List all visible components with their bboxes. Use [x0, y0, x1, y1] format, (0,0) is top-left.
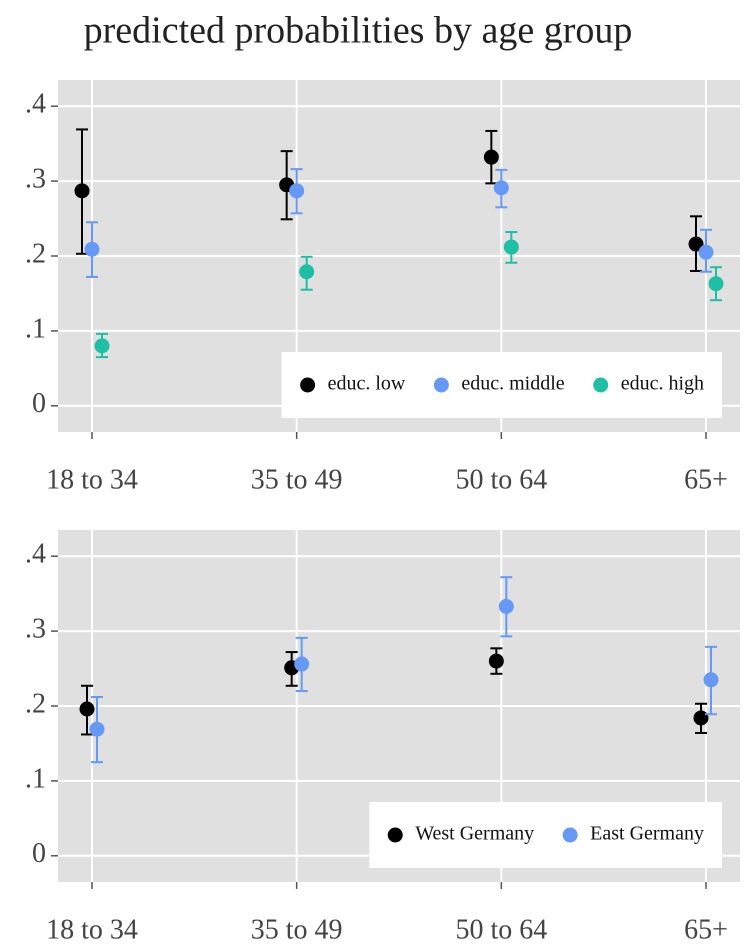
legend-label: educ. low	[328, 373, 406, 395]
point	[693, 710, 709, 726]
x-tick-label: 65+	[684, 914, 728, 945]
y-tick-label: 0	[32, 388, 46, 419]
point	[503, 239, 519, 255]
y-tick-label: .2	[25, 238, 46, 269]
y-tick-label: .1	[25, 313, 46, 344]
point	[74, 183, 90, 199]
x-tick-label: 50 to 64	[455, 464, 547, 495]
point	[493, 180, 509, 196]
point	[94, 338, 110, 354]
y-tick-label: 0	[32, 838, 46, 869]
point	[488, 653, 504, 669]
point	[688, 236, 704, 252]
point	[703, 672, 719, 688]
point	[498, 598, 514, 614]
point	[299, 264, 315, 280]
legend-marker	[387, 827, 403, 843]
legend-marker	[562, 827, 578, 843]
y-tick-label: .3	[25, 164, 46, 195]
legend-box	[281, 352, 722, 418]
y-tick-label: .4	[25, 89, 46, 120]
y-tick-label: .1	[25, 763, 46, 794]
x-tick-label: 35 to 49	[251, 464, 343, 495]
x-tick-label: 50 to 64	[455, 914, 547, 945]
legend-label: educ. middle	[461, 373, 564, 395]
figure-title: predicted probabilities by age group	[84, 10, 633, 52]
y-tick-label: .4	[25, 539, 46, 570]
x-tick-label: 65+	[684, 464, 728, 495]
legend-marker	[433, 377, 449, 393]
legend-label: East Germany	[590, 823, 704, 845]
x-tick-label: 18 to 34	[46, 464, 138, 495]
point	[483, 149, 499, 165]
point	[294, 656, 310, 672]
legend-label: West Germany	[415, 823, 534, 845]
x-tick-label: 35 to 49	[251, 914, 343, 945]
point	[708, 276, 724, 292]
point	[84, 241, 100, 257]
point	[89, 721, 105, 737]
legend-label: educ. high	[621, 373, 704, 395]
legend: West Germany East Germany	[369, 802, 722, 868]
x-tick-label: 18 to 34	[46, 914, 138, 945]
y-tick-label: .2	[25, 688, 46, 719]
point	[289, 183, 305, 199]
y-tick-label: .3	[25, 614, 46, 645]
legend: educ. low educ. middle educ. high	[281, 352, 722, 418]
legend-marker	[300, 377, 316, 393]
point	[79, 701, 95, 717]
point	[698, 244, 714, 260]
legend-marker	[593, 377, 609, 393]
legend-box	[369, 802, 722, 868]
